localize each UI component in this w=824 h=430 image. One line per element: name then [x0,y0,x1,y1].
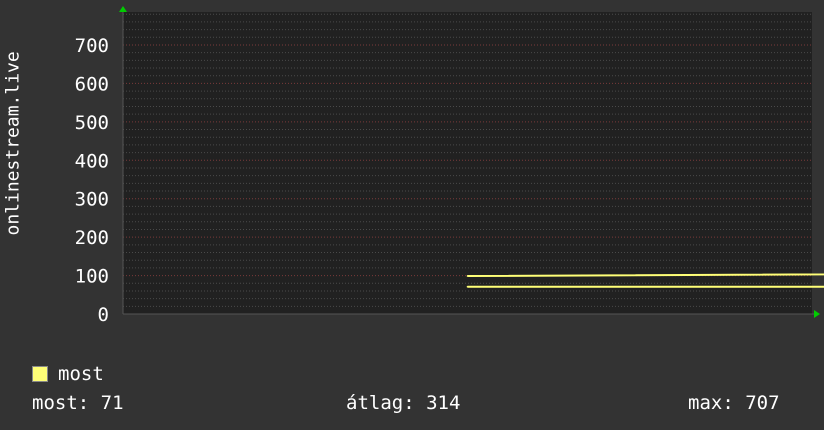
y-axis-label: onlinestream.live [2,51,24,236]
data-point [466,285,469,288]
y-tick-label: 400 [75,150,109,172]
y-tick-label: 0 [98,304,109,326]
y-tick-label: 700 [75,35,109,57]
y-tick-label: 600 [75,73,109,95]
y-tick-label: 100 [75,266,109,288]
stat-current: most: 71 [32,392,124,414]
y-axis-arrow-icon [119,6,127,12]
stat-max: max: 707 [688,392,780,414]
y-tick-label: 500 [75,112,109,134]
legend-label: most [58,363,104,385]
x-axis-arrow-icon [814,310,820,318]
y-tick-label: 200 [75,227,109,249]
stat-average: átlag: 314 [346,392,461,414]
data-point [466,275,469,277]
legend: most [32,363,104,385]
legend-swatch [32,366,48,382]
plot-area [123,12,812,314]
y-tick-label: 300 [75,189,109,211]
